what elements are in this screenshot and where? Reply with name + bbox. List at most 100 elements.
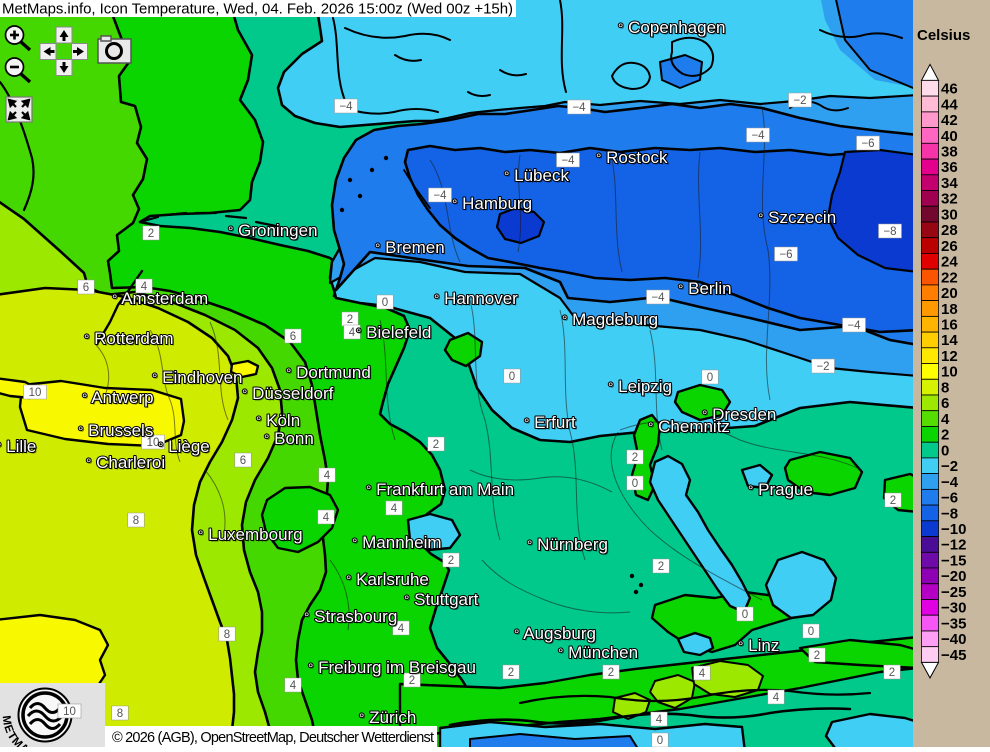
svg-text:° Bonn: ° Bonn: [266, 431, 316, 450]
svg-text:° Nürnberg: ° Nürnberg: [527, 535, 608, 554]
svg-text:° Prague: ° Prague: [750, 482, 815, 501]
svg-text:−30: −30: [941, 600, 966, 617]
svg-text:° Linz: ° Linz: [738, 636, 779, 655]
svg-text:° Leipzig: ° Leipzig: [608, 377, 672, 396]
svg-text:42: 42: [941, 112, 958, 129]
svg-text:° Frankfurt am Main: ° Frankfurt am Main: [368, 482, 516, 501]
svg-text:° Charleroi: ° Charleroi: [86, 453, 165, 472]
svg-text:46: 46: [941, 81, 958, 98]
svg-text:° Rostock: ° Rostock: [598, 150, 670, 169]
svg-text:° Berlin: ° Berlin: [680, 281, 734, 300]
svg-text:−4: −4: [941, 474, 959, 491]
svg-text:8: 8: [224, 629, 230, 641]
svg-text:−4: −4: [561, 155, 575, 167]
svg-text:Celsius: Celsius: [917, 27, 970, 44]
svg-text:° Lübeck: ° Lübeck: [506, 168, 571, 187]
svg-text:° Köln: ° Köln: [256, 411, 300, 430]
svg-text:0: 0: [509, 371, 515, 383]
svg-text:° Chemnitz: ° Chemnitz: [648, 417, 730, 436]
svg-text:° Bonn: ° Bonn: [264, 429, 314, 448]
svg-text:° Dortmund: ° Dortmund: [288, 365, 373, 384]
svg-text:−12: −12: [941, 537, 966, 554]
svg-text:° Düsseldorf: ° Düsseldorf: [242, 384, 334, 403]
svg-text:° Charleroi: ° Charleroi: [88, 455, 167, 474]
svg-text:° Augsburg: ° Augsburg: [516, 626, 598, 645]
svg-text:° Dresden: ° Dresden: [702, 405, 776, 424]
svg-text:−6: −6: [779, 249, 792, 261]
svg-text:° Liège: ° Liège: [160, 439, 212, 458]
svg-text:2: 2: [608, 667, 614, 679]
svg-text:° Magdeburg: ° Magdeburg: [564, 312, 660, 331]
svg-text:° Brussels: ° Brussels: [80, 423, 155, 442]
svg-text:6: 6: [941, 395, 949, 412]
svg-text:° Dortmund: ° Dortmund: [286, 363, 371, 382]
svg-text:44: 44: [941, 96, 958, 113]
svg-text:40: 40: [941, 128, 958, 145]
svg-text:° Leipzig: ° Leipzig: [610, 379, 674, 398]
svg-text:° Chemnitz: ° Chemnitz: [650, 419, 732, 438]
svg-text:° Bremen: ° Bremen: [377, 240, 447, 259]
svg-text:° Eindhoven: ° Eindhoven: [152, 368, 242, 387]
svg-text:−35: −35: [941, 615, 966, 632]
svg-text:14: 14: [941, 332, 958, 349]
svg-text:4: 4: [398, 623, 405, 635]
svg-text:2: 2: [448, 555, 454, 567]
svg-text:° Strasbourg: ° Strasbourg: [304, 607, 397, 626]
svg-text:° Szczecin: ° Szczecin: [760, 210, 838, 229]
svg-text:−4: −4: [847, 320, 861, 332]
svg-text:−40: −40: [941, 631, 966, 648]
svg-text:8: 8: [117, 708, 123, 720]
svg-text:0: 0: [657, 735, 663, 747]
svg-text:2: 2: [409, 675, 415, 687]
svg-text:° Nürnberg: ° Nürnberg: [529, 537, 610, 556]
svg-text:° Antwerp: ° Antwerp: [84, 390, 156, 409]
svg-text:0: 0: [707, 372, 713, 384]
svg-text:° Prague: ° Prague: [748, 480, 813, 499]
svg-text:4: 4: [290, 680, 297, 692]
svg-text:° Lille: ° Lille: [0, 439, 38, 458]
svg-text:4: 4: [141, 281, 148, 293]
svg-text:4: 4: [391, 503, 398, 515]
svg-text:° Magdeburg: ° Magdeburg: [562, 310, 658, 329]
svg-text:° Berlin: ° Berlin: [678, 279, 732, 298]
svg-text:° Stuttgart: ° Stuttgart: [404, 590, 479, 609]
svg-text:° Lübeck: ° Lübeck: [504, 166, 569, 185]
svg-text:0: 0: [742, 609, 748, 621]
svg-text:° Eindhoven: ° Eindhoven: [154, 370, 244, 389]
svg-text:° Mannheim: ° Mannheim: [354, 535, 444, 554]
svg-text:10: 10: [29, 387, 42, 399]
svg-text:8: 8: [941, 379, 949, 396]
svg-text:2: 2: [658, 561, 664, 573]
svg-text:−2: −2: [816, 361, 829, 373]
svg-text:16: 16: [941, 317, 958, 334]
svg-text:° Liège: ° Liège: [158, 437, 210, 456]
svg-text:−4: −4: [572, 102, 586, 114]
svg-text:−2: −2: [941, 458, 958, 475]
svg-text:° Hannover: ° Hannover: [434, 289, 518, 308]
svg-text:° Antwerp: ° Antwerp: [82, 388, 154, 407]
svg-text:° München: ° München: [560, 645, 640, 664]
svg-text:−4: −4: [751, 130, 765, 142]
svg-text:28: 28: [941, 222, 958, 239]
svg-text:MetMaps.info, Icon Temperature: MetMaps.info, Icon Temperature, Wed, 04.…: [2, 1, 513, 18]
svg-text:−2: −2: [793, 95, 806, 107]
svg-text:32: 32: [941, 191, 958, 208]
svg-text:2: 2: [941, 427, 949, 444]
svg-text:6: 6: [290, 331, 296, 343]
svg-text:−4: −4: [433, 190, 447, 202]
svg-text:° Dresden: ° Dresden: [704, 407, 778, 426]
svg-text:26: 26: [941, 238, 958, 255]
svg-text:2: 2: [433, 439, 439, 451]
svg-text:24: 24: [941, 254, 958, 271]
svg-text:−45: −45: [941, 647, 966, 664]
svg-text:° Groningen: ° Groningen: [228, 221, 318, 240]
svg-text:° Düsseldorf: ° Düsseldorf: [244, 386, 336, 405]
svg-text:° Karlsruhe: ° Karlsruhe: [346, 570, 429, 589]
svg-text:2: 2: [889, 667, 895, 679]
svg-text:° Zürich: ° Zürich: [361, 710, 418, 729]
svg-text:8: 8: [133, 515, 139, 527]
svg-text:° Szczecin: ° Szczecin: [758, 208, 836, 227]
svg-text:2: 2: [890, 495, 896, 507]
svg-text:10: 10: [63, 706, 76, 718]
svg-text:30: 30: [941, 206, 958, 223]
